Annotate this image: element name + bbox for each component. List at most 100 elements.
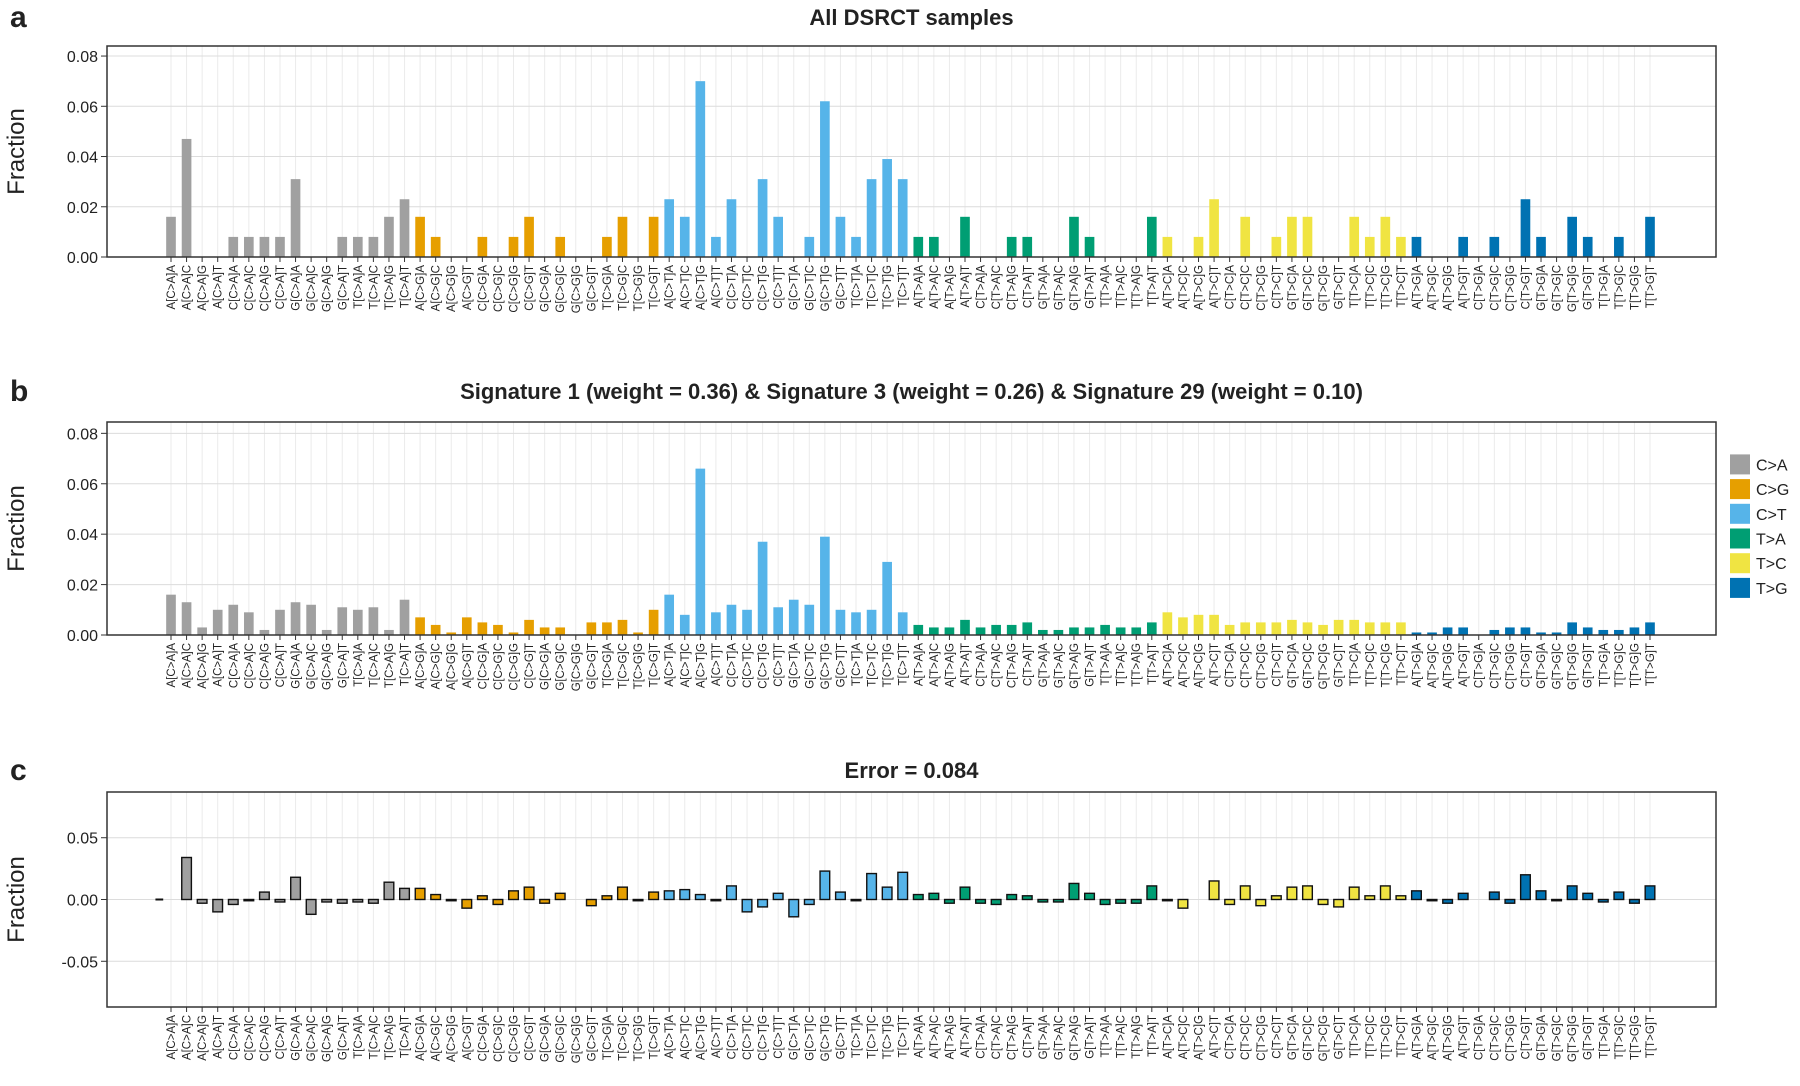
bar [1644, 885, 1656, 901]
bar [507, 890, 520, 901]
x-tick-label: C[C>T]T [773, 1015, 785, 1059]
x-tick-label: A[T>G]T [1458, 265, 1470, 309]
bar [1348, 886, 1360, 901]
x-tick-label: C[T>A]C [991, 643, 1003, 687]
legend-label: C>T [1756, 507, 1787, 524]
x-tick-label: C[C>G]A [477, 643, 489, 690]
bar [1037, 898, 1049, 903]
bar [741, 898, 753, 913]
bar [834, 891, 846, 901]
x-tick-label: G[T>A]T [1085, 643, 1097, 687]
x-tick-label: G[T>C]T [1334, 643, 1346, 687]
x-tick-label: T[C>T]A [851, 1015, 863, 1058]
bar [1084, 892, 1096, 901]
bar [1006, 236, 1017, 257]
x-tick-label: G[T>G]C [1552, 643, 1564, 689]
x-tick-label: T[C>A]A [353, 265, 365, 309]
bar [1566, 885, 1578, 901]
x-tick-label: A[T>A]G [944, 643, 956, 687]
bar [695, 81, 706, 258]
bar [1536, 632, 1546, 635]
bar [679, 888, 691, 901]
bar [1364, 895, 1376, 901]
x-tick-label: A[C>G]T [462, 643, 474, 688]
bar [757, 898, 769, 908]
x-tick-label: T[T>A]C [1116, 643, 1128, 686]
bar [1177, 898, 1189, 909]
x-tick-label: G[C>T]T [835, 265, 847, 309]
x-tick-label: C[C>A]C [244, 265, 256, 311]
x-tick-label: C[C>A]T [275, 643, 287, 687]
bar [1052, 898, 1064, 903]
x-tick-label: A[T>A]A [913, 1015, 925, 1058]
x-tick-label: A[C>G]G [446, 1015, 458, 1062]
x-tick-label: A[C>G]A [415, 643, 427, 689]
bar [430, 624, 441, 635]
bar [866, 609, 877, 635]
x-tick-label: G[T>C]A [1287, 643, 1299, 688]
x-tick-label: C[C>G]G [509, 643, 521, 691]
bar [461, 898, 473, 909]
x-tick-label: G[C>G]G [571, 643, 583, 691]
bar [524, 619, 534, 635]
bar [228, 236, 239, 257]
x-tick-label: A[C>T]A [664, 643, 676, 687]
bar [523, 886, 535, 901]
panel-letter: a [10, 1, 27, 34]
x-tick-label: C[C>T]G [758, 265, 770, 311]
bar [1614, 629, 1624, 635]
bar [1536, 236, 1546, 257]
x-tick-label: G[T>A]G [1069, 1015, 1081, 1061]
x-tick-label: A[T>A]T [960, 265, 972, 308]
bar [321, 629, 332, 635]
bar [1426, 898, 1438, 902]
x-tick-label: A[T>A]C [929, 1015, 941, 1059]
x-tick-label: C[C>T]A [726, 1015, 738, 1060]
x-tick-label: G[T>C]G [1318, 643, 1330, 689]
bar [1349, 216, 1360, 257]
bar [384, 216, 394, 257]
y-axis-label: Fraction [3, 108, 30, 195]
bar [1442, 898, 1454, 904]
x-tick-label: T[T>C]G [1380, 265, 1392, 309]
x-tick-label: A[T>G]C [1427, 1015, 1439, 1060]
bar [1271, 622, 1282, 635]
x-tick-label: C[C>T]A [726, 643, 738, 688]
bar [1395, 895, 1407, 901]
bar [851, 236, 861, 257]
bar [757, 179, 768, 257]
x-tick-label: C[T>G]G [1505, 643, 1517, 689]
x-tick-label: T[C>T]G [882, 265, 894, 309]
bar [929, 627, 939, 635]
bar [181, 138, 192, 257]
bar [1224, 898, 1236, 906]
legend-label: T>C [1756, 556, 1787, 573]
x-tick-label: C[T>G]G [1505, 1015, 1517, 1061]
bar [819, 870, 831, 901]
x-tick-label: A[T>A]T [960, 643, 972, 686]
bar [648, 891, 660, 901]
bar [1270, 895, 1282, 901]
x-tick-label: C[T>A]C [991, 1015, 1003, 1059]
x-tick-label: T[T>C]T [1396, 643, 1408, 686]
bar [493, 624, 503, 635]
x-tick-label: C[T>C]C [1240, 265, 1252, 310]
x-tick-label: A[T>C]T [1209, 1015, 1221, 1058]
x-tick-label: C[T>G]A [1474, 643, 1486, 688]
x-tick-label: G[T>G]T [1583, 265, 1595, 310]
x-tick-label: A[C>A]G [197, 265, 209, 311]
x-tick-label: T[C>T]T [898, 265, 910, 308]
x-tick-label: C[T>A]A [976, 1015, 988, 1059]
bar [166, 594, 176, 635]
x-tick-label: T[T>A]C [1116, 1015, 1128, 1058]
x-tick-label: C[T>A]A [976, 643, 988, 687]
plot-frame [106, 791, 1717, 1008]
x-tick-label: C[T>G]T [1520, 1015, 1532, 1059]
x-tick-label: T[T>C]A [1349, 1015, 1361, 1058]
x-tick-label: A[C>A]C [182, 265, 194, 310]
x-tick-label: C[T>G]G [1505, 265, 1517, 311]
x-tick-label: C[T>C]T [1271, 265, 1283, 309]
bar [804, 604, 815, 635]
x-tick-label: T[C>T]G [882, 1015, 894, 1059]
x-tick-label: T[C>G]G [633, 1015, 645, 1061]
